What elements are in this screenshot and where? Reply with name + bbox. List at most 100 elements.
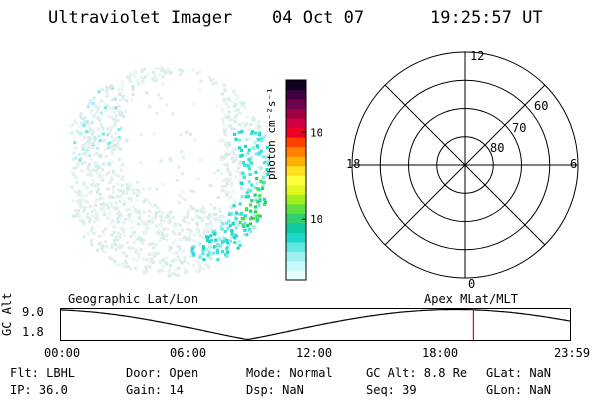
aurora-pixel	[257, 150, 261, 154]
aurora-pixel	[113, 124, 117, 128]
aurora-pixel	[148, 209, 152, 213]
aurora-pixel	[76, 130, 80, 134]
aurora-pixel	[145, 258, 149, 262]
aurora-pixel	[101, 128, 105, 132]
aurora-pixel	[117, 214, 121, 218]
aurora-pixel	[227, 143, 231, 147]
aurora-pixel	[118, 93, 122, 97]
aurora-pixel	[220, 117, 224, 121]
aurora-pixel	[227, 110, 231, 114]
aurora-pixel	[198, 253, 202, 257]
aurora-pixel	[94, 169, 98, 173]
aurora-pixel	[209, 234, 213, 238]
aurora-pixel	[155, 77, 159, 81]
aurora-pixel	[143, 231, 148, 235]
aurora-pixel	[198, 88, 202, 92]
aurora-pixel	[111, 110, 115, 114]
aurora-pixel	[231, 101, 235, 105]
aurora-pixel	[70, 131, 74, 135]
aurora-pixel	[70, 185, 74, 189]
colorbar-swatch	[286, 222, 306, 233]
aurora-pixel	[230, 232, 234, 236]
aurora-pixel	[190, 244, 194, 248]
aurora-pixel	[84, 120, 88, 124]
aurora-pixel	[137, 210, 141, 214]
aurora-pixel	[203, 214, 207, 218]
aurora-pixel	[96, 184, 100, 188]
aurora-pixel	[183, 259, 187, 263]
aurora-pixel	[132, 74, 136, 79]
instrument-title: Ultraviolet Imager	[48, 8, 233, 28]
aurora-pixel	[171, 241, 176, 245]
aurora-pixel	[121, 84, 125, 88]
aurora-pixel	[222, 237, 226, 241]
aurora-pixel	[153, 254, 157, 258]
aurora-pixel	[86, 173, 90, 177]
aurora-pixel	[116, 141, 120, 145]
aurora-pixel	[177, 266, 181, 270]
aurora-pixel	[83, 142, 87, 146]
aurora-pixel	[205, 226, 209, 230]
aurora-pixel	[219, 245, 223, 249]
aurora-pixel	[122, 202, 126, 206]
aurora-pixel	[224, 184, 228, 188]
aurora-pixel	[235, 219, 239, 223]
aurora-pixel	[122, 251, 126, 255]
aurora-pixel	[95, 190, 99, 194]
aurora-pixel	[219, 220, 223, 225]
aurora-pixel	[150, 204, 155, 208]
aurora-pixel	[247, 160, 251, 164]
aurora-pixel	[234, 226, 238, 230]
aurora-pixel	[178, 68, 182, 72]
aurora-pixel	[100, 99, 104, 103]
aurora-pixel	[230, 229, 234, 233]
aurora-pixel	[219, 225, 223, 229]
aurora-pixel	[247, 127, 251, 131]
aurora-pixel	[141, 187, 145, 191]
aurora-pixel	[146, 265, 150, 269]
aurora-pixel	[241, 171, 245, 175]
aurora-pixel	[109, 127, 113, 131]
aurora-pixel	[226, 105, 230, 109]
colorbar-frame	[285, 79, 307, 281]
aurora-pixel	[159, 159, 163, 163]
aurora-pixel	[227, 96, 231, 100]
aurora-pixel	[88, 141, 92, 145]
aurora-pixel	[103, 105, 107, 110]
aurora-pixel	[156, 205, 160, 210]
colorbar-swatch	[286, 99, 306, 110]
aurora-pixel	[169, 220, 173, 224]
aurora-pixel	[224, 97, 228, 101]
aurora-pixel	[213, 232, 217, 236]
aurora-pixel	[89, 128, 93, 132]
aurora-pixel	[92, 129, 96, 133]
aurora-pixel	[177, 200, 181, 204]
aurora-pixel	[268, 157, 270, 161]
aurora-pixel	[189, 189, 193, 193]
aurora-pixel	[124, 217, 128, 222]
aurora-pixel	[140, 69, 144, 74]
aurora-pixel	[167, 218, 172, 222]
aurora-pixel	[201, 205, 205, 209]
aurora-pixel	[107, 171, 111, 175]
aurora-pixel	[95, 110, 99, 114]
aurora-pixel	[100, 87, 104, 91]
aurora-pixel	[222, 162, 226, 166]
aurora-pixel	[228, 179, 232, 183]
aurora-pixel	[98, 171, 102, 175]
aurora-pixel	[99, 202, 103, 206]
aurora-pixel	[250, 215, 254, 220]
aurora-pixel	[93, 135, 97, 139]
aurora-pixel	[119, 213, 123, 217]
aurora-pixel	[246, 164, 250, 168]
aurora-pixel	[238, 220, 242, 225]
aurora-pixel	[131, 256, 135, 261]
aurora-pixel	[219, 219, 223, 223]
aurora-pixel	[102, 108, 106, 112]
aurora-pixel	[204, 235, 208, 239]
aurora-pixel	[107, 211, 111, 215]
aurora-pixel	[204, 232, 208, 236]
aurora-pixel	[256, 214, 260, 218]
aurora-pixel	[201, 267, 206, 271]
aurora-pixel	[209, 251, 214, 255]
